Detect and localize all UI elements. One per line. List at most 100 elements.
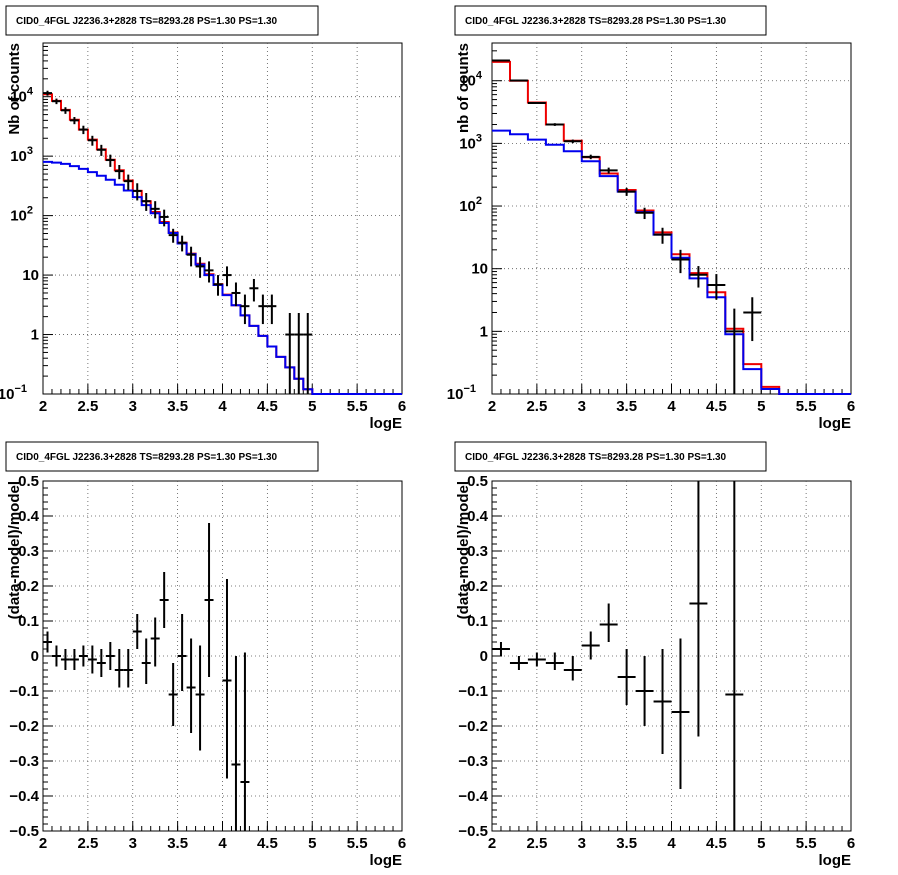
data-point [527,652,546,667]
y-tick-label: 0.5 [467,473,488,490]
data-point [689,266,708,288]
x-tick-label: 2 [488,835,496,852]
y-tick-label: 0.2 [18,578,39,595]
data-point [635,207,654,220]
data-point [492,642,510,656]
data-point [69,649,79,670]
y-tick-label: 0.2 [467,578,488,595]
x-tick-label: 4.5 [706,835,727,852]
x-tick-label: 3.5 [167,398,188,415]
y-tick-label: 0.3 [18,543,39,560]
x-tick-label: 5.5 [347,835,368,852]
x-tick-label: 6 [398,398,406,415]
chart-panel-3: CID0_4FGL J2236.3+2828 TS=8293.28 PS=1.3… [5,441,406,869]
y-tick-label: 104 [10,86,34,106]
chart-title: CID0_4FGL J2236.3+2828 TS=8293.28 PS=1.3… [465,16,727,27]
data-point [51,645,61,667]
y-tick-label: 103 [459,132,482,152]
y-tick-label: −0.1 [9,683,39,700]
data-point [671,638,690,789]
data-point [186,638,196,733]
x-axis-title: logE [370,852,403,869]
data-point [599,603,618,642]
data-point [240,294,250,325]
y-tick-label: 10 [22,267,39,284]
y-tick-label: −0.3 [9,753,39,770]
y-tick-label: 102 [459,195,482,215]
data-point [204,523,214,677]
chart-title-box [454,5,767,36]
y-tick-label: 0.5 [18,473,39,490]
x-tick-label: 5 [308,398,316,415]
data-point [168,663,178,726]
data-point [186,246,196,267]
data-point [743,297,762,342]
data-point [123,174,133,190]
data-point [96,649,106,677]
data-point [509,656,528,670]
data-point [545,652,564,670]
data-point [563,656,582,681]
y-tick-label: −0.3 [458,753,488,770]
y-tick-label: −0.2 [458,718,488,735]
y-axis-title: nb of counts [455,43,472,133]
data-point [132,614,142,649]
data-point [249,278,259,302]
data-point [159,572,169,628]
data-point [294,313,304,394]
data-point [150,617,160,667]
x-tick-label: 2.5 [526,835,547,852]
x-tick-label: 6 [847,398,855,415]
data-point [509,79,528,82]
y-tick-label: −0.4 [458,788,488,805]
chart-title-box [5,441,319,472]
y-tick-label: 103 [10,145,33,165]
x-tick-label: 4.5 [257,398,278,415]
x-tick-label: 2 [488,398,496,415]
data-point [545,123,564,126]
x-tick-label: 2.5 [77,398,98,415]
data-point [87,645,97,674]
source-model-histogram [43,160,402,395]
y-tick-label: 102 [10,205,33,225]
y-tick-label: 0.3 [467,543,488,560]
x-tick-label: 3 [129,835,137,852]
data-point [159,209,169,227]
data-point [563,139,582,144]
data-point [60,649,70,670]
y-tick-label: −0.1 [458,683,488,700]
data-point [43,631,52,653]
x-tick-label: 4 [218,835,227,852]
x-tick-label: 2 [39,835,47,852]
y-tick-label: 10 [471,261,488,278]
x-tick-label: 3 [578,835,586,852]
x-tick-label: 5.5 [796,398,817,415]
data-point [132,183,142,201]
y-axis-title: (data-model)/model [455,481,472,619]
x-axis-title: logE [819,852,852,869]
data-point [599,167,618,174]
x-tick-label: 3 [129,398,137,415]
x-tick-label: 4 [667,398,676,415]
y-tick-label: 0 [31,648,39,665]
y-tick-label: 1 [31,327,39,344]
y-tick-label: 0.1 [467,613,488,630]
y-tick-label: 10−1 [447,383,476,403]
data-point [653,227,672,244]
x-tick-label: 5 [757,398,765,415]
x-tick-label: 4 [218,398,227,415]
y-tick-label: −0.5 [9,823,39,840]
data-point [123,649,133,688]
data-point [267,294,277,325]
data-point [177,235,187,252]
data-point [617,649,636,705]
data-point [671,249,690,274]
y-tick-label: 10−1 [0,383,27,403]
x-tick-label: 2 [39,398,47,415]
x-tick-label: 3 [578,398,586,415]
data-point [150,201,160,219]
data-point [105,642,115,670]
data-point [581,154,600,160]
x-tick-label: 5.5 [796,835,817,852]
data-point [635,656,654,726]
